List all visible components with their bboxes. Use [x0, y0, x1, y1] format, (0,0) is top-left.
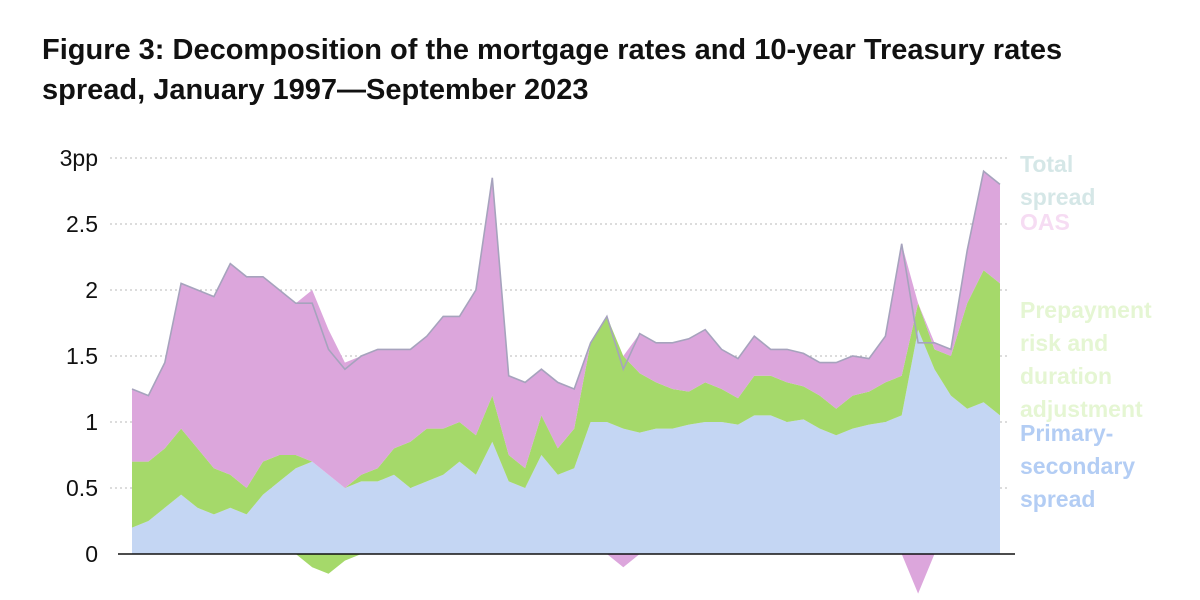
legend-total-spread-line-1: spread: [1020, 184, 1095, 210]
y-tick-label-6: 3pp: [60, 145, 98, 171]
area-primary_secondary-positive: [132, 329, 1000, 554]
stacked-areas: [131, 169, 1001, 594]
y-tick-label-2: 1: [85, 409, 98, 435]
total-spread-line: [131, 169, 1001, 397]
y-tick-label-0: 0: [85, 541, 98, 567]
legend-prepayment-line-3: adjustment: [1020, 396, 1143, 422]
y-tick-label-3: 1.5: [66, 343, 98, 369]
area-prepayment-negative: [132, 554, 1000, 574]
legend-primary-secondary-line-1: secondary: [1020, 453, 1135, 479]
area-prepayment-positive: [132, 270, 1000, 528]
legend-prepayment-line-1: risk and: [1020, 330, 1108, 356]
y-axis-ticks: 0 0.5 1 1.5 2 2.5 3pp: [60, 145, 98, 567]
legend-primary-secondary-line-2: spread: [1020, 486, 1095, 512]
y-tick-label-1: 0.5: [66, 475, 98, 501]
y-tick-label-4: 2: [85, 277, 98, 303]
legend-total-spread-line-0: Total: [1020, 151, 1073, 177]
legend-prepayment-line-0: Prepayment: [1020, 297, 1152, 323]
legend-oas-line-0: OAS: [1020, 209, 1070, 235]
area-oas-negative: [132, 554, 1000, 594]
legend-primary-secondary-line-0: Primary-: [1020, 420, 1113, 446]
legend-prepayment-line-2: duration: [1020, 363, 1112, 389]
chart-title: Figure 3: Decomposition of the mortgage …: [42, 34, 1063, 106]
area-oas-positive: [132, 171, 1000, 488]
y-tick-label-5: 2.5: [66, 211, 98, 237]
